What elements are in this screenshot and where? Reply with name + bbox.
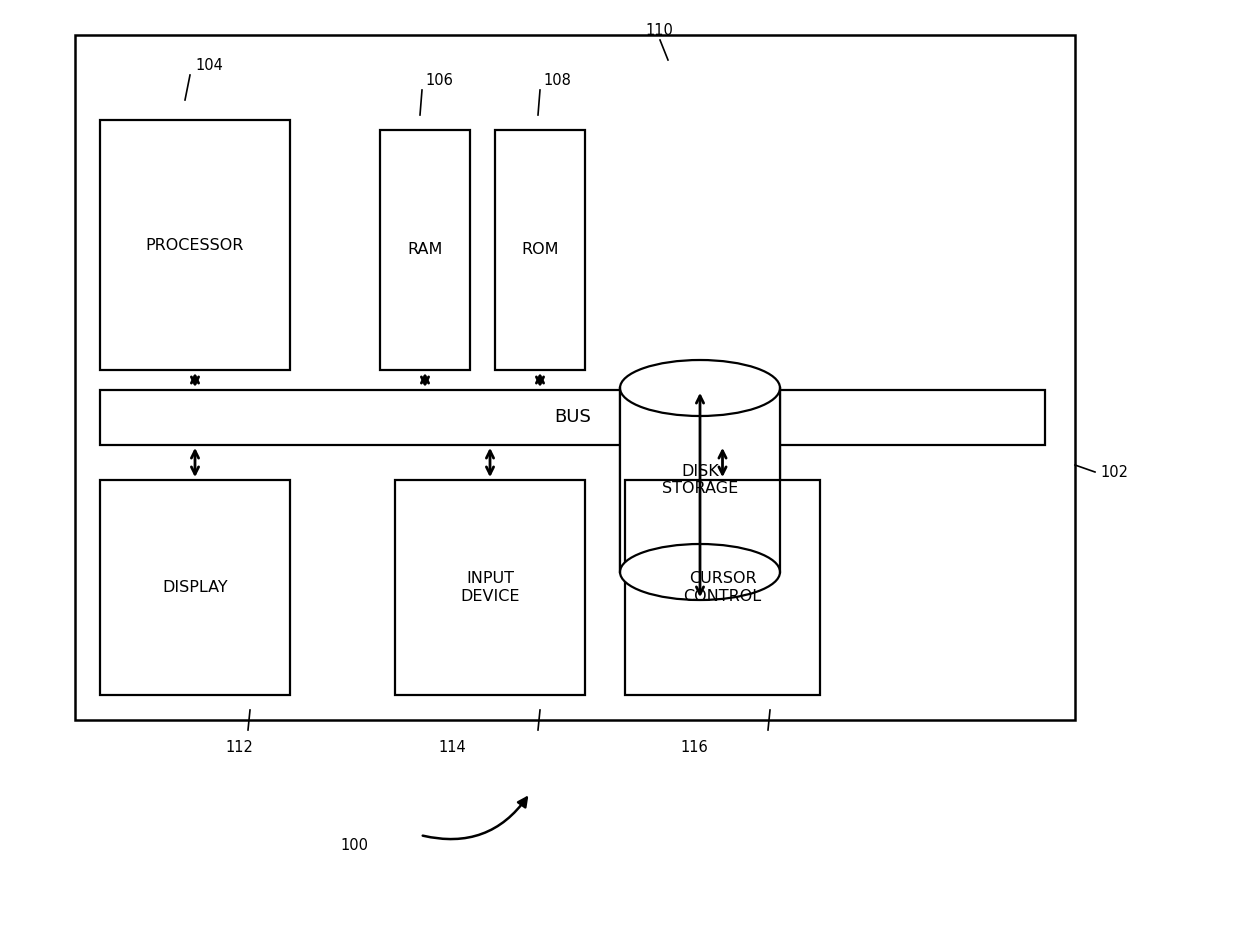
Bar: [100, 480, 290, 695]
Text: 106: 106: [425, 73, 453, 88]
Text: 108: 108: [543, 73, 570, 88]
Text: 100: 100: [340, 838, 368, 853]
Text: BUS: BUS: [554, 408, 591, 427]
Text: PROCESSOR: PROCESSOR: [146, 237, 244, 252]
Ellipse shape: [620, 544, 780, 600]
Bar: [625, 480, 820, 695]
Text: RAM: RAM: [407, 243, 443, 258]
Text: 102: 102: [1100, 465, 1128, 480]
Bar: [495, 130, 585, 370]
Text: CURSOR
CONTROL: CURSOR CONTROL: [683, 572, 761, 603]
Text: 104: 104: [195, 58, 223, 73]
Text: ROM: ROM: [521, 243, 559, 258]
Bar: [379, 130, 470, 370]
Text: 116: 116: [680, 740, 708, 755]
Bar: [100, 390, 1045, 445]
Text: DISK
STORAGE: DISK STORAGE: [662, 464, 738, 496]
Bar: [396, 480, 585, 695]
Text: 114: 114: [438, 740, 466, 755]
Bar: [100, 120, 290, 370]
Text: 112: 112: [224, 740, 253, 755]
Text: 110: 110: [645, 23, 673, 38]
Bar: [74, 35, 1075, 720]
Text: INPUT
DEVICE: INPUT DEVICE: [460, 572, 520, 603]
Text: DISPLAY: DISPLAY: [162, 580, 228, 595]
Bar: [620, 388, 780, 572]
Ellipse shape: [620, 360, 780, 416]
